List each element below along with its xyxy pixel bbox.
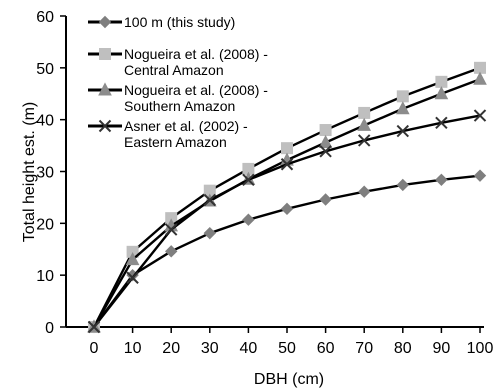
- legend-marker: [98, 119, 112, 133]
- legend-label: 100 m (this study): [124, 14, 235, 30]
- series-layer: [87, 61, 487, 334]
- data-point: [395, 101, 410, 115]
- axes: 0 10 20 30 40 50 60 0 10 20 30 40 50 60 70 80 90 100: [36, 9, 493, 357]
- legend-item-2: Nogueira et al. (2008) -Central Amazon: [88, 46, 268, 78]
- legend-label: Asner et al. (2002) -: [124, 118, 248, 134]
- data-point: [242, 213, 255, 226]
- data-point: [434, 86, 449, 100]
- data-point: [280, 158, 294, 171]
- legend-marker: [99, 48, 111, 60]
- data-point: [281, 142, 293, 155]
- data-point: [125, 252, 140, 266]
- legend-label: Nogueira et al. (2008) -: [124, 46, 268, 62]
- y-tick-label: 50: [36, 61, 54, 78]
- x-tick-label: 70: [355, 340, 373, 357]
- data-point: [126, 271, 139, 284]
- x-axis-label: DBH (cm): [254, 371, 324, 388]
- legend-item-3: Nogueira et al. (2008) -Southern Amazon: [88, 82, 268, 114]
- data-point: [396, 124, 410, 138]
- x-tick-label: 30: [201, 340, 219, 357]
- data-point: [435, 173, 448, 187]
- legend: 100 m (this study) Nogueira et al. (2008)…: [88, 14, 268, 150]
- series-1: [87, 169, 487, 334]
- marker-x-stroke: [164, 223, 178, 236]
- legend-marker: [98, 15, 112, 29]
- marker-x-stroke: [473, 109, 487, 122]
- x-tick-label: 10: [124, 340, 142, 357]
- data-point: [280, 202, 294, 216]
- y-tick-label: 60: [36, 9, 54, 26]
- marker-x-stroke: [126, 271, 139, 284]
- marker-x-stroke: [319, 145, 332, 158]
- data-point: [396, 178, 410, 192]
- data-point: [164, 245, 178, 258]
- data-point: [473, 109, 487, 122]
- x-tick-label: 100: [467, 340, 494, 357]
- marker-x-stroke: [396, 124, 410, 138]
- legend-label: Eastern Amazon: [124, 134, 227, 150]
- x-tick-label: 80: [394, 340, 412, 357]
- legend-marker: [98, 82, 112, 96]
- legend-item-4: Asner et al. (2002) -Eastern Amazon: [88, 118, 248, 150]
- series-line: [93, 174, 481, 328]
- data-point: [358, 106, 371, 119]
- legend-label: Nogueira et al. (2008) -: [124, 82, 268, 98]
- marker-x-stroke: [87, 320, 101, 334]
- marker-x-stroke: [242, 173, 255, 187]
- marker-x-stroke: [435, 116, 448, 129]
- y-axis-label: Total height est. (m): [21, 102, 38, 243]
- data-point: [319, 124, 332, 137]
- x-tick-label: 20: [162, 340, 180, 357]
- x-tick-label: 50: [278, 340, 296, 357]
- y-tick-label: 30: [36, 165, 54, 182]
- data-point: [357, 185, 371, 198]
- data-point: [357, 134, 371, 147]
- data-point: [203, 226, 217, 240]
- marker-x-stroke: [203, 193, 217, 207]
- x-tick-label: 90: [433, 340, 451, 357]
- x-tick-label: 60: [317, 340, 335, 357]
- data-point: [319, 193, 332, 206]
- data-point: [435, 75, 448, 88]
- data-point: [242, 173, 255, 187]
- x-tick-label: 0: [90, 340, 99, 357]
- y-tick-label: 10: [36, 268, 54, 285]
- data-point: [319, 145, 332, 158]
- marker-x-stroke: [280, 158, 294, 171]
- legend-label: Southern Amazon: [124, 98, 235, 114]
- data-point: [473, 169, 487, 182]
- legend-item-1: 100 m (this study): [88, 14, 235, 30]
- y-tick-label: 0: [45, 320, 54, 337]
- marker-x-stroke: [98, 119, 112, 133]
- marker-x-stroke: [357, 134, 371, 147]
- data-point: [203, 193, 217, 207]
- data-point: [87, 320, 101, 334]
- x-tick-label: 40: [240, 340, 258, 357]
- y-tick-label: 20: [36, 216, 54, 233]
- data-point: [473, 71, 487, 85]
- data-point: [396, 90, 409, 103]
- series-4: [87, 109, 487, 334]
- data-point: [318, 134, 333, 148]
- data-point: [435, 116, 448, 129]
- data-point: [164, 223, 178, 236]
- y-tick-label: 40: [36, 113, 54, 130]
- legend-label: Central Amazon: [124, 62, 224, 78]
- data-point: [357, 117, 372, 131]
